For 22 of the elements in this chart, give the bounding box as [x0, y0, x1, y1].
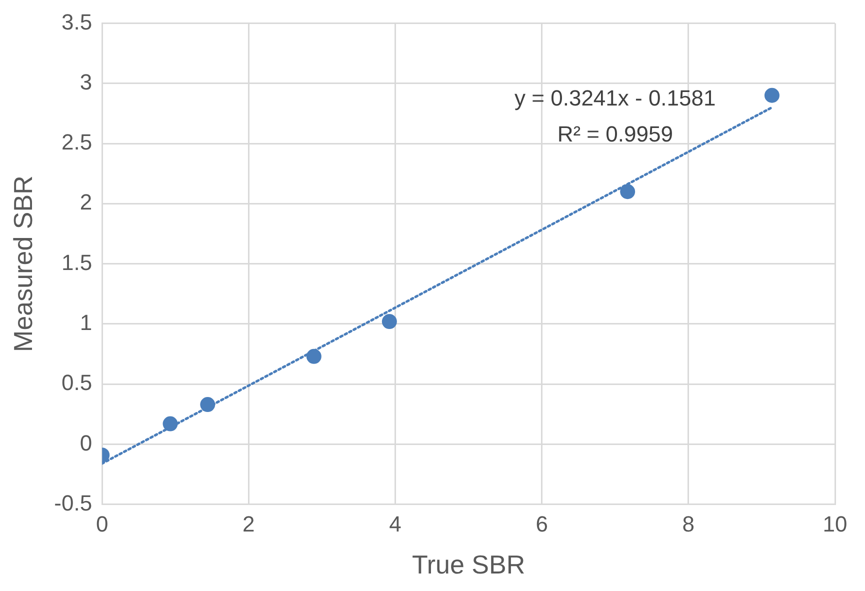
x-axis-title: True SBR — [412, 550, 526, 580]
y-tick-label: 0.5 — [62, 370, 92, 396]
x-tick-label: 4 — [389, 512, 402, 537]
y-tick-label: 3.5 — [62, 9, 92, 34]
x-tick-label: 0 — [96, 512, 108, 537]
point — [764, 88, 780, 103]
y-tick-label: 1.5 — [62, 250, 92, 275]
point — [620, 184, 636, 200]
annotation: y = 0.3241x - 0.1581 — [514, 85, 716, 110]
x-tick-label: 2 — [242, 512, 255, 537]
y-tick-label: 2 — [80, 190, 92, 215]
annotation: R² = 0.9959 — [557, 121, 673, 146]
y-tick-label: 3 — [80, 69, 92, 94]
y-tick-label: 2.5 — [62, 130, 92, 155]
y-tick-label: 1 — [80, 310, 92, 336]
x-tick-label: 8 — [682, 512, 695, 537]
x-tick-label: 10 — [822, 512, 848, 537]
x-tick-label: 6 — [536, 512, 548, 537]
y-tick-label: -0.5 — [54, 490, 92, 516]
y-axis-title: Measured SBR — [8, 176, 38, 352]
point — [382, 314, 397, 330]
y-tick-label: 0 — [80, 430, 92, 456]
